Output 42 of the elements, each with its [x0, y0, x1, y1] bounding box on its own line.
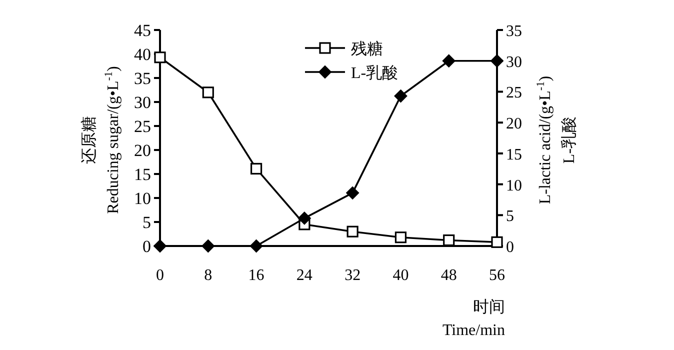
point: [346, 226, 358, 238]
point: [394, 232, 407, 244]
x-axis-title: 时间 Time/min: [442, 298, 505, 339]
point: [202, 240, 215, 252]
point: [394, 90, 408, 103]
x-tick-label: 24: [296, 267, 312, 284]
y2-tick-label: 20: [506, 116, 522, 133]
point: [443, 234, 455, 246]
point: [298, 212, 311, 225]
x-tick-label: 48: [440, 267, 457, 284]
point: [250, 162, 262, 175]
y2-tick-label: 15: [506, 146, 522, 164]
y-tick-label: 5: [142, 213, 151, 232]
y-tick-label: 10: [134, 189, 151, 208]
y2-tick-label: 5: [506, 208, 514, 226]
y-tick-label: 30: [134, 93, 151, 112]
y2-tick-label: 35: [506, 23, 522, 40]
y2-tick-label: 0: [506, 239, 514, 256]
legend-label: L-乳酸: [351, 64, 398, 82]
x-tick-label: 32: [344, 267, 361, 284]
point: [250, 240, 263, 252]
y-tick-label: 15: [134, 165, 151, 184]
point: [202, 86, 214, 98]
x-tick-label: 56: [489, 267, 505, 284]
y-tick-label: 25: [134, 117, 151, 136]
y-tick-label: 40: [134, 45, 151, 64]
x-tick-label: 16: [248, 267, 264, 284]
y-tick-label: 45: [134, 21, 151, 40]
y2-tick-label: 10: [506, 177, 522, 194]
point: [346, 186, 360, 200]
x-tick-label: 8: [204, 267, 212, 284]
y-tick-label: 0: [142, 237, 151, 256]
y-tick-label: 35: [134, 69, 151, 88]
legend-label: 残糖: [351, 40, 383, 58]
y-tick-label: 20: [134, 141, 151, 160]
x-tick-label: 40: [392, 267, 409, 284]
x-tick-label: 0: [156, 267, 164, 284]
point: [154, 240, 166, 252]
y2-tick-label: 30: [506, 54, 522, 71]
y2-tick-label: 25: [506, 84, 522, 102]
point: [490, 54, 504, 68]
point: [442, 54, 456, 68]
